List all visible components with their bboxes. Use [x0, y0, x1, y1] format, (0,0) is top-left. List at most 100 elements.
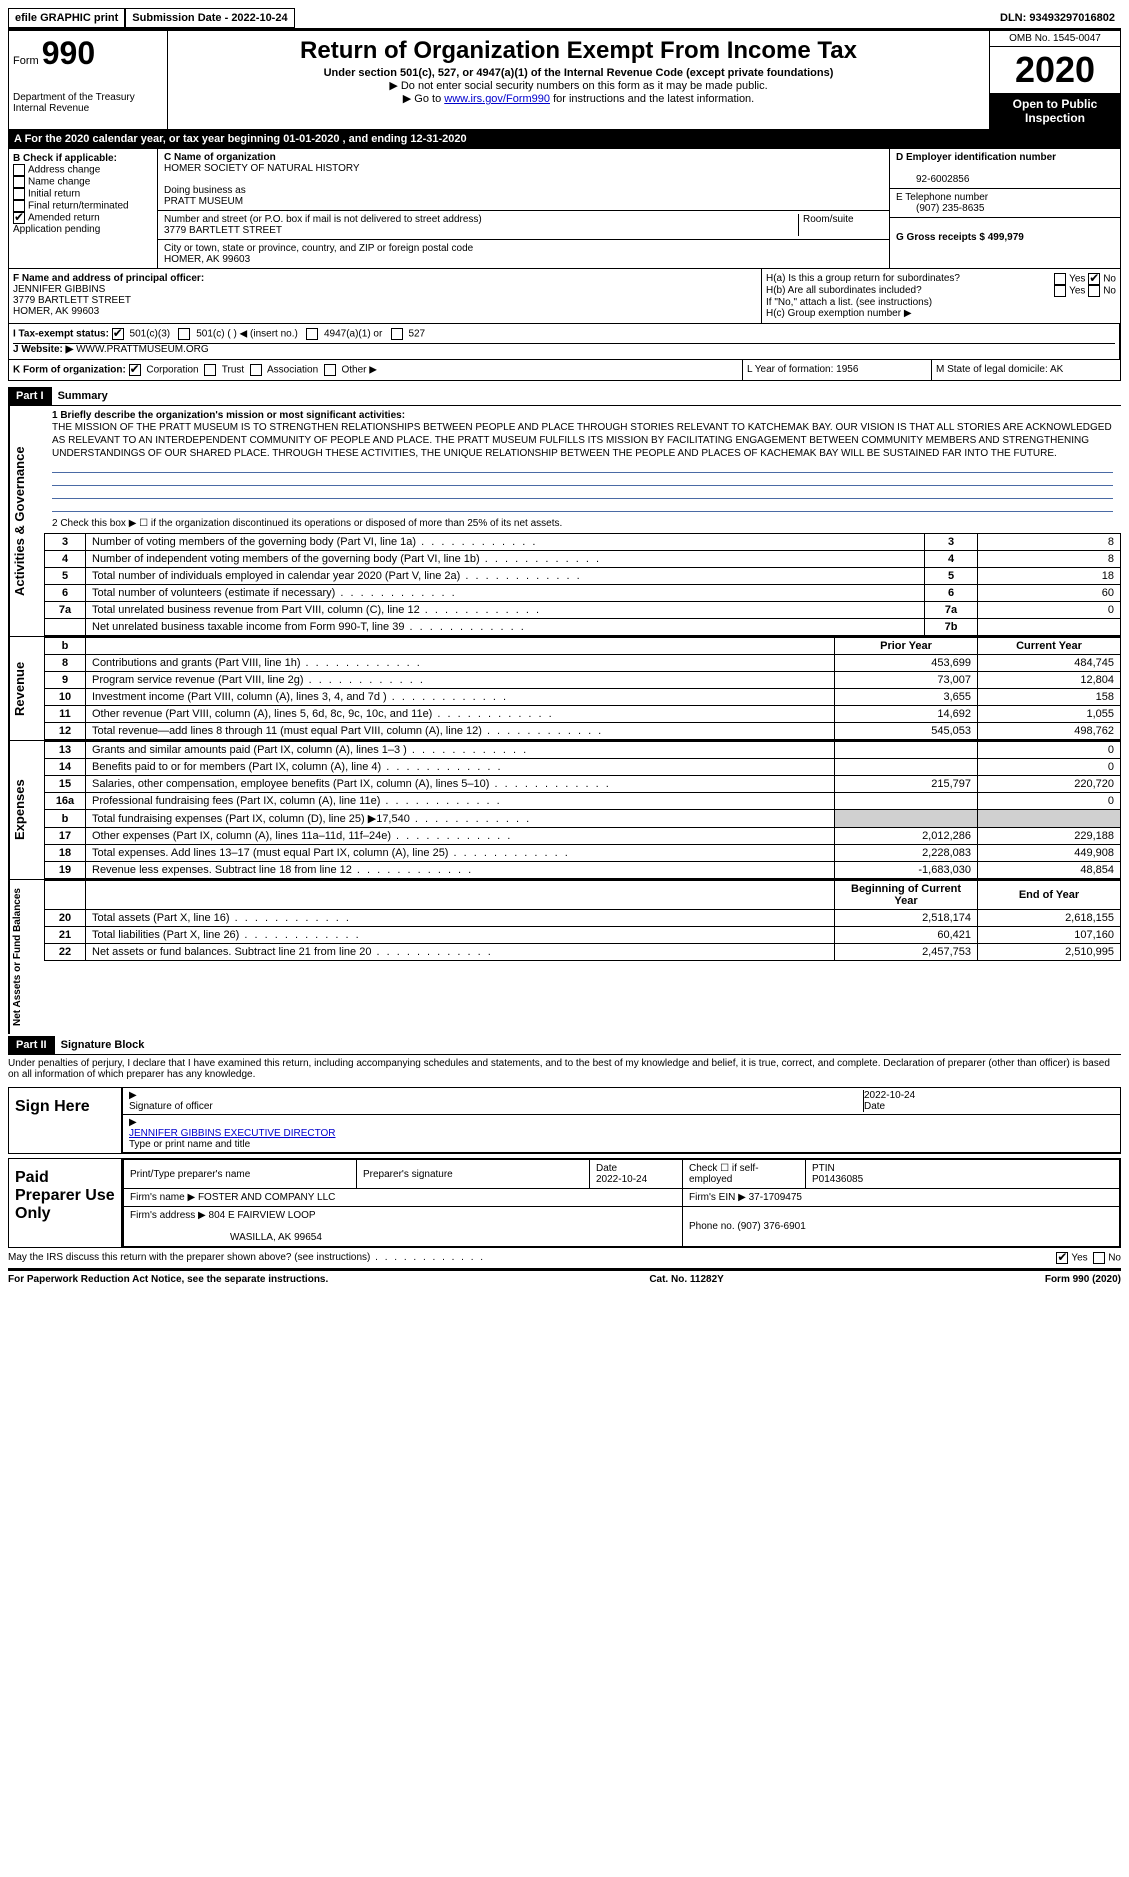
- table-row: Net unrelated business taxable income fr…: [45, 619, 1121, 636]
- row-k: K Form of organization: Corporation Trus…: [8, 360, 1121, 381]
- table-row: 8Contributions and grants (Part VIII, li…: [45, 655, 1121, 672]
- form-subtitle: Under section 501(c), 527, or 4947(a)(1)…: [172, 67, 985, 79]
- part1-netassets: Net Assets or Fund Balances Beginning of…: [8, 879, 1121, 1034]
- cb-hb-yes[interactable]: [1054, 285, 1066, 297]
- part1-activities: Activities & Governance 1 Briefly descri…: [8, 405, 1121, 636]
- submission-date: Submission Date - 2022-10-24: [125, 8, 294, 28]
- ein: 92-6002856: [896, 174, 969, 185]
- table-row: 22Net assets or fund balances. Subtract …: [45, 944, 1121, 961]
- sec-netassets: Net Assets or Fund Balances: [8, 880, 44, 1034]
- table-row: 9Program service revenue (Part VIII, lin…: [45, 672, 1121, 689]
- part1-revenue: Revenue b Prior Year Current Year 8Contr…: [8, 636, 1121, 740]
- tax-year: 2020: [990, 47, 1120, 93]
- table-row: 17Other expenses (Part IX, column (A), l…: [45, 828, 1121, 845]
- dept-treasury: Department of the Treasury: [13, 92, 163, 103]
- table-governance: 3Number of voting members of the governi…: [44, 533, 1121, 636]
- cb-discuss-no[interactable]: [1093, 1252, 1105, 1264]
- declaration: Under penalties of perjury, I declare th…: [8, 1054, 1121, 1083]
- cb-ha-yes[interactable]: [1054, 273, 1066, 285]
- cb-501c3[interactable]: [112, 328, 124, 340]
- mission-text: THE MISSION OF THE PRATT MUSEUM IS TO ST…: [52, 421, 1113, 460]
- irs-label: Internal Revenue: [13, 103, 163, 114]
- irs-link[interactable]: www.irs.gov/Form990: [444, 93, 550, 105]
- form-title: Return of Organization Exempt From Incom…: [172, 37, 985, 65]
- firm-name: FOSTER AND COMPANY LLC: [198, 1192, 335, 1203]
- table-row: 6Total number of volunteers (estimate if…: [45, 585, 1121, 602]
- part1-title: Summary: [55, 387, 111, 405]
- row-fh: F Name and address of principal officer:…: [8, 269, 1121, 324]
- table-row: 18Total expenses. Add lines 13–17 (must …: [45, 845, 1121, 862]
- entity-block: B Check if applicable: Address change Na…: [8, 148, 1121, 269]
- table-expenses: 13Grants and similar amounts paid (Part …: [44, 741, 1121, 879]
- col-c: C Name of organization HOMER SOCIETY OF …: [158, 149, 890, 268]
- form-header: Form 990 Department of the Treasury Inte…: [8, 30, 1121, 130]
- gross-receipts: G Gross receipts $ 499,979: [896, 232, 1024, 243]
- state-domicile: M State of legal domicile: AK: [931, 360, 1120, 380]
- sec-activities: Activities & Governance: [8, 406, 44, 636]
- table-row: 5Total number of individuals employed in…: [45, 568, 1121, 585]
- part2-header: Part II: [8, 1036, 55, 1054]
- cb-ha-no[interactable]: [1088, 273, 1100, 285]
- open-public: Open to Public Inspection: [990, 93, 1120, 129]
- cb-initial-return[interactable]: [13, 188, 25, 200]
- cb-amended[interactable]: [13, 212, 25, 224]
- top-bar: efile GRAPHIC print Submission Date - 20…: [8, 8, 1121, 30]
- table-row: 21Total liabilities (Part X, line 26)60,…: [45, 927, 1121, 944]
- cb-assoc[interactable]: [250, 364, 262, 376]
- table-row: 3Number of voting members of the governi…: [45, 534, 1121, 551]
- prep-phone: (907) 376-6901: [737, 1221, 805, 1232]
- city-state-zip: HOMER, AK 99603: [164, 254, 250, 265]
- cb-hb-no[interactable]: [1088, 285, 1100, 297]
- phone: (907) 235-8635: [896, 203, 984, 214]
- cb-address-change[interactable]: [13, 164, 25, 176]
- cb-name-change[interactable]: [13, 176, 25, 188]
- table-row: 12Total revenue—add lines 8 through 11 (…: [45, 723, 1121, 740]
- cb-other[interactable]: [324, 364, 336, 376]
- dln: DLN: 93493297016802: [994, 9, 1121, 27]
- table-row: 10Investment income (Part VIII, column (…: [45, 689, 1121, 706]
- col-b: B Check if applicable: Address change Na…: [9, 149, 158, 268]
- part1-header: Part I: [8, 387, 52, 405]
- website: WWW.PRATTMUSEUM.ORG: [76, 344, 209, 355]
- table-revenue: b Prior Year Current Year 8Contributions…: [44, 637, 1121, 740]
- omb-number: OMB No. 1545-0047: [990, 31, 1120, 47]
- form-label: Form: [13, 55, 39, 67]
- street: 3779 BARTLETT STREET: [164, 225, 282, 236]
- table-row: 15Salaries, other compensation, employee…: [45, 776, 1121, 793]
- col-de: D Employer identification number 92-6002…: [890, 149, 1120, 268]
- row-a: A For the 2020 calendar year, or tax yea…: [8, 130, 1121, 148]
- row-ij: I Tax-exempt status: 501(c)(3) 501(c) ( …: [8, 324, 1121, 360]
- cb-corp[interactable]: [129, 364, 141, 376]
- firm-ein: 37-1709475: [749, 1192, 802, 1203]
- cb-4947[interactable]: [306, 328, 318, 340]
- ptin: P01436085: [812, 1174, 863, 1185]
- paid-preparer-block: Paid Preparer Use Only Print/Type prepar…: [8, 1158, 1121, 1248]
- table-row: 7aTotal unrelated business revenue from …: [45, 602, 1121, 619]
- org-name: HOMER SOCIETY OF NATURAL HISTORY: [164, 163, 360, 174]
- footer: For Paperwork Reduction Act Notice, see …: [8, 1269, 1121, 1288]
- year-formation: L Year of formation: 1956: [742, 360, 931, 380]
- cb-discuss-yes[interactable]: [1056, 1252, 1068, 1264]
- part2-title: Signature Block: [58, 1036, 148, 1054]
- table-row: 16aProfessional fundraising fees (Part I…: [45, 793, 1121, 810]
- table-row: 20Total assets (Part X, line 16)2,518,17…: [45, 910, 1121, 927]
- dba-name: PRATT MUSEUM: [164, 196, 243, 207]
- cb-501c[interactable]: [178, 328, 190, 340]
- sec-expenses: Expenses: [8, 741, 44, 879]
- table-row: 19Revenue less expenses. Subtract line 1…: [45, 862, 1121, 879]
- form-note1: ▶ Do not enter social security numbers o…: [172, 79, 985, 92]
- form-number: 990: [42, 35, 95, 71]
- part1-expenses: Expenses 13Grants and similar amounts pa…: [8, 740, 1121, 879]
- table-row: 4Number of independent voting members of…: [45, 551, 1121, 568]
- sign-here-block: Sign Here ▶Signature of officer 2022-10-…: [8, 1087, 1121, 1154]
- sec-revenue: Revenue: [8, 637, 44, 740]
- form-note2: ▶ Go to www.irs.gov/Form990 for instruct…: [172, 92, 985, 105]
- cb-527[interactable]: [391, 328, 403, 340]
- officer-name-link[interactable]: JENNIFER GIBBINS EXECUTIVE DIRECTOR: [129, 1128, 336, 1139]
- table-row: bTotal fundraising expenses (Part IX, co…: [45, 810, 1121, 828]
- cb-trust[interactable]: [204, 364, 216, 376]
- table-row: 14Benefits paid to or for members (Part …: [45, 759, 1121, 776]
- table-row: 13Grants and similar amounts paid (Part …: [45, 742, 1121, 759]
- efile-label: efile GRAPHIC print: [8, 8, 125, 28]
- table-netassets: Beginning of Current Year End of Year 20…: [44, 880, 1121, 961]
